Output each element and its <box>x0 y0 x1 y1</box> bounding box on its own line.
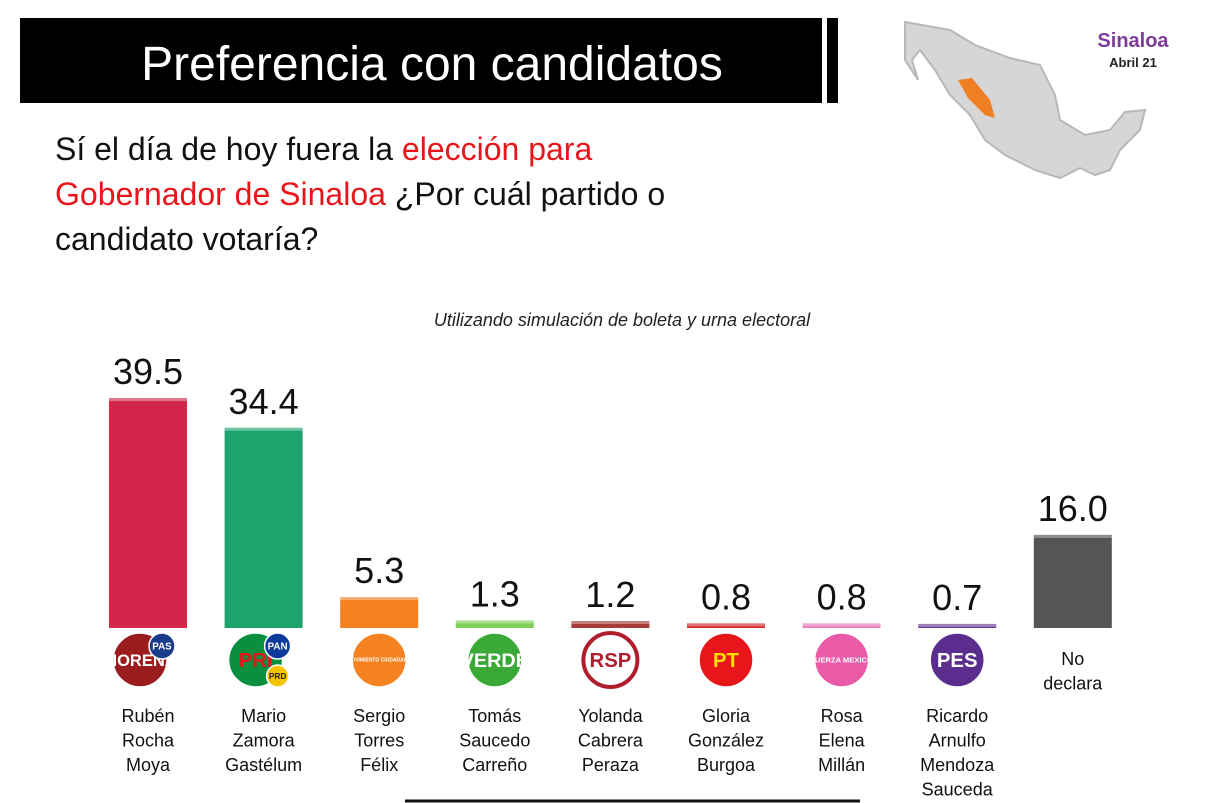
category-label: Gastélum <box>225 755 302 775</box>
value-label: 34.4 <box>229 381 299 422</box>
category-label: Rubén <box>121 706 174 726</box>
logo-text: RSP <box>590 650 632 672</box>
logo-text: PAS <box>152 641 172 652</box>
value-label: 0.7 <box>932 577 982 618</box>
category-label: Gloria <box>702 706 751 726</box>
bar-shine <box>109 398 187 402</box>
category-label: Félix <box>360 755 398 775</box>
question-segment: Gobernador de Sinaloa <box>55 176 386 212</box>
logo-badge <box>148 632 176 660</box>
logo-badge <box>263 632 292 660</box>
subtitle: Utilizando simulación de boleta y urna e… <box>434 310 811 330</box>
logo-badge <box>467 632 523 688</box>
category-label: Rosa <box>821 706 864 726</box>
logo-text: MOVIMIENTO CIUDADANO <box>347 658 411 664</box>
category-label: Carreño <box>462 755 527 775</box>
category-label: Moya <box>126 755 171 775</box>
question-segment: elección para <box>402 131 593 167</box>
category-label: Tomás <box>468 706 521 726</box>
category-label: Saucedo <box>459 731 530 751</box>
category-label: Zamora <box>233 731 296 751</box>
logo-text: FUERZA MEXICO <box>810 656 873 665</box>
question-segment: candidato votaría? <box>55 221 318 257</box>
category-label: Mendoza <box>920 755 995 775</box>
category-label: González <box>688 731 764 751</box>
title-bar <box>20 18 822 103</box>
value-label: 1.2 <box>585 574 635 615</box>
category-label: Burgoa <box>697 755 756 775</box>
bar <box>224 427 303 628</box>
bar <box>455 620 534 628</box>
question-line: candidato votaría? <box>55 221 318 257</box>
bar <box>109 398 187 628</box>
logo-text: PRD <box>269 671 287 681</box>
region-label: Sinaloa <box>1097 30 1169 52</box>
bar-shine <box>455 620 534 624</box>
logo-badge <box>265 664 290 688</box>
value-label: 0.8 <box>817 576 867 617</box>
title-accent <box>827 18 838 103</box>
logo-text: PES <box>937 650 978 672</box>
bar-shine <box>687 623 765 627</box>
category-label: Cabrera <box>578 731 644 751</box>
question-line: Gobernador de Sinaloa ¿Por cuál partido … <box>55 176 665 212</box>
bar-shine <box>1033 534 1112 538</box>
bar-shine <box>802 623 881 627</box>
logo-text: PAN <box>268 641 288 652</box>
bar <box>918 623 997 628</box>
category-label: declara <box>1043 674 1103 694</box>
bar-shine <box>571 621 650 625</box>
category-label: Peraza <box>582 755 640 775</box>
bar <box>340 597 419 628</box>
logo-text: VERDE <box>461 650 529 672</box>
category-label: No <box>1061 649 1084 669</box>
category-label: Arnulfo <box>929 731 986 751</box>
category-label: Millán <box>818 755 865 775</box>
bar <box>1033 534 1112 628</box>
logo-badge <box>698 632 754 688</box>
date-label: Abril 21 <box>1109 55 1157 70</box>
map <box>904 20 1147 180</box>
category-label: Elena <box>819 731 866 751</box>
value-label: 1.3 <box>470 573 520 614</box>
logo-text: PRI <box>239 650 273 672</box>
logo-badge <box>581 631 640 689</box>
bar-shine <box>918 623 997 627</box>
category-label: Ricardo <box>926 706 988 726</box>
category-label: Sauceda <box>922 780 994 800</box>
category-label: Torres <box>354 731 404 751</box>
logo-badge <box>813 632 870 688</box>
logo-text: PT <box>713 650 740 672</box>
category-label: Rocha <box>122 731 175 751</box>
title: Preferencia con candidatos <box>141 38 723 91</box>
value-label: 16.0 <box>1038 488 1108 529</box>
bar-shine <box>224 427 303 431</box>
logo-badge <box>351 632 407 688</box>
question-segment: Sí el día de hoy fuera la <box>55 131 402 167</box>
bar <box>802 623 881 628</box>
value-label: 5.3 <box>354 550 404 591</box>
map-highlight <box>958 78 995 118</box>
logo-badge <box>929 632 985 688</box>
bar <box>571 621 650 628</box>
bar-shine <box>340 597 419 601</box>
value-label: 39.5 <box>113 351 183 392</box>
category-label: Sergio <box>353 706 405 726</box>
category-label: Yolanda <box>578 706 643 726</box>
bar <box>687 623 765 628</box>
question-line: Sí el día de hoy fuera la elección para <box>55 131 592 167</box>
question-segment: ¿Por cuál partido o <box>386 176 665 212</box>
category-label: Mario <box>241 706 286 726</box>
value-label: 0.8 <box>701 576 751 617</box>
